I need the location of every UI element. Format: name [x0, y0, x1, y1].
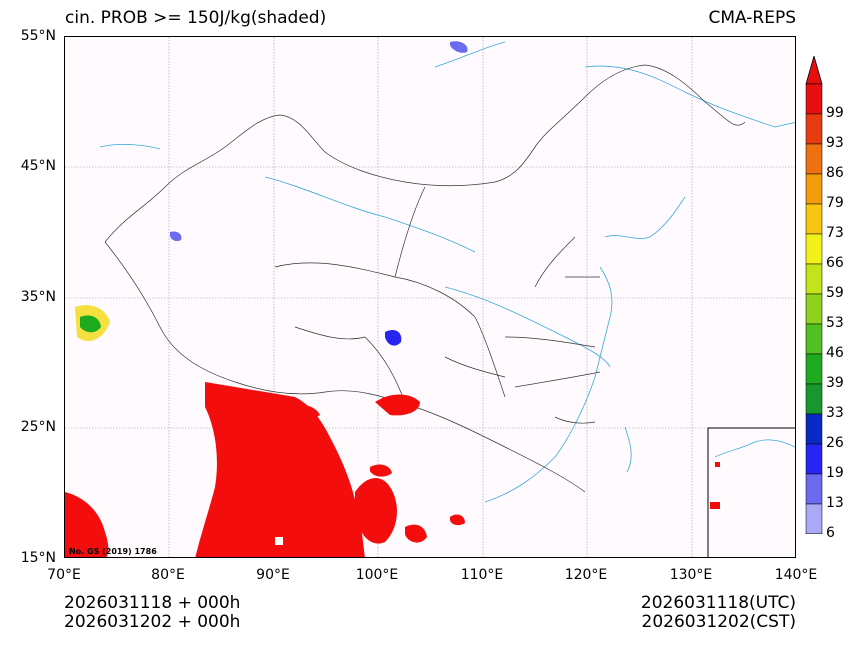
- lat-label: 55°N: [20, 28, 56, 44]
- colorbar-cell: [805, 113, 823, 145]
- lat-label: 25°N: [20, 419, 56, 435]
- lat-label: 45°N: [20, 158, 56, 174]
- lat-label: 15°N: [20, 550, 56, 566]
- colorbar-tick-label: 33: [826, 405, 844, 421]
- lon-label: 90°E: [256, 567, 290, 583]
- colorbar-tick-label: 26: [826, 435, 844, 451]
- lon-label: 120°E: [564, 567, 608, 583]
- coastlines: [99, 41, 795, 503]
- colorbar-tick-label: 46: [826, 345, 844, 361]
- lon-label: 130°E: [669, 567, 713, 583]
- colorbar-tick-label: 6: [826, 525, 835, 541]
- valid-time-cst: 2026031202(CST): [641, 612, 796, 632]
- colorbar-cell: [805, 293, 823, 325]
- colorbar-tick-label: 73: [826, 225, 844, 241]
- colorbar-cell: [805, 323, 823, 355]
- chart-title: cin. PROB >= 150J/kg(shaded): [65, 8, 327, 28]
- map-approval-number: No. GS (2019) 1786: [69, 547, 157, 556]
- lon-label: 70°E: [47, 567, 81, 583]
- lon-label: 80°E: [151, 567, 185, 583]
- init-time-utc: 2026031118 + 000h: [64, 593, 241, 613]
- colorbar-tick-label: 13: [826, 495, 844, 511]
- colorbar-cell: [805, 263, 823, 295]
- colorbar: [805, 56, 823, 534]
- inset-map: [707, 427, 795, 557]
- colorbar-tick-label: 59: [826, 285, 844, 301]
- colorbar-cell: [805, 503, 823, 534]
- colorbar-top-arrow: [805, 56, 823, 85]
- graticule: [65, 37, 795, 557]
- colorbar-tick-label: 99: [826, 105, 844, 121]
- map-canvas: [65, 37, 795, 557]
- colorbar-tick-label: 39: [826, 375, 844, 391]
- colorbar-tick-label: 66: [826, 255, 844, 271]
- colorbar-cell: [805, 173, 823, 205]
- lon-label: 110°E: [460, 567, 504, 583]
- colorbar-cell: [805, 473, 823, 505]
- boundaries: [104, 64, 746, 493]
- lon-label: 100°E: [355, 567, 399, 583]
- colorbar-cell: [805, 383, 823, 415]
- map-panel: [64, 36, 796, 558]
- colorbar-tick-label: 53: [826, 315, 844, 331]
- init-time-block: 2026031118 + 000h 2026031202 + 000h: [64, 594, 240, 632]
- colorbar-cell: [805, 443, 823, 475]
- colorbar-tick-label: 79: [826, 195, 844, 211]
- model-name: CMA-REPS: [708, 8, 796, 28]
- valid-time-block: 2026031118(UTC) 2026031202(CST): [641, 594, 796, 632]
- colorbar-cell: [805, 353, 823, 385]
- lat-label: 35°N: [20, 289, 56, 305]
- colorbar-tick-label: 19: [826, 465, 844, 481]
- colorbar-cell: [805, 233, 823, 265]
- colorbar-cell: [805, 413, 823, 445]
- init-time-cst: 2026031202 + 000h: [64, 612, 241, 632]
- colorbar-cell: [805, 143, 823, 175]
- probability-shading: [65, 41, 468, 557]
- valid-time-utc: 2026031118(UTC): [640, 593, 796, 613]
- colorbar-cell: [805, 83, 823, 115]
- colorbar-cell: [805, 203, 823, 235]
- lon-label: 140°E: [774, 567, 818, 583]
- colorbar-tick-label: 93: [826, 135, 844, 151]
- colorbar-tick-label: 86: [826, 165, 844, 181]
